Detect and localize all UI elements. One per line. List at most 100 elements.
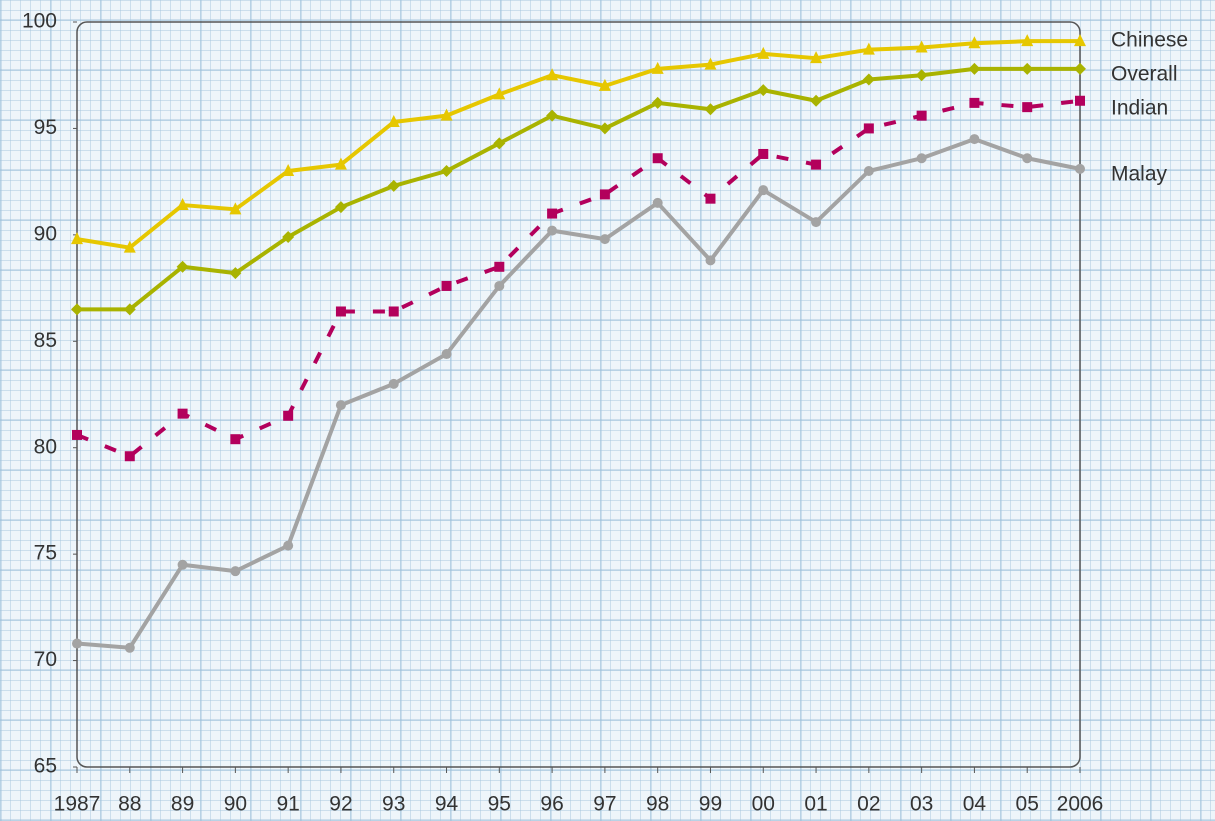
x-tick-label: 05 xyxy=(1016,793,1039,816)
marker xyxy=(388,306,399,317)
marker xyxy=(230,566,241,577)
marker xyxy=(177,408,188,419)
legend-label: Overall xyxy=(1111,63,1178,86)
marker xyxy=(915,69,928,82)
marker xyxy=(387,179,400,192)
x-tick-label: 98 xyxy=(646,793,669,816)
marker xyxy=(757,46,770,59)
marker xyxy=(547,208,558,219)
marker xyxy=(124,642,135,653)
marker xyxy=(440,165,453,177)
marker xyxy=(282,230,295,243)
marker xyxy=(546,109,559,122)
y-tick-label: 85 xyxy=(34,329,57,352)
marker xyxy=(969,134,980,145)
marker xyxy=(651,61,664,74)
marker xyxy=(705,193,716,204)
x-tick-label: 02 xyxy=(857,793,880,816)
marker xyxy=(652,153,663,164)
marker xyxy=(334,201,347,214)
x-tick-label: 2006 xyxy=(1057,793,1104,816)
y-tick-label: 90 xyxy=(34,222,57,245)
marker xyxy=(335,400,346,411)
marker xyxy=(916,153,927,164)
legend-label: Chinese xyxy=(1111,29,1188,52)
marker xyxy=(440,108,453,121)
marker xyxy=(757,84,770,97)
y-tick-label: 65 xyxy=(34,755,57,778)
marker xyxy=(229,267,242,280)
marker xyxy=(863,123,874,134)
marker xyxy=(547,225,558,236)
y-tick-label: 95 xyxy=(34,116,57,139)
marker xyxy=(862,42,875,55)
marker xyxy=(1075,95,1085,106)
series-line xyxy=(76,39,1080,250)
marker xyxy=(177,559,188,570)
marker xyxy=(599,234,610,245)
marker xyxy=(230,434,241,445)
marker xyxy=(599,189,610,200)
y-tick-label: 100 xyxy=(22,10,57,33)
marker xyxy=(493,137,506,150)
marker xyxy=(71,303,83,316)
marker xyxy=(811,159,822,170)
x-tick-label: 99 xyxy=(699,793,722,816)
legend-label: Indian xyxy=(1111,97,1168,120)
marker xyxy=(123,240,136,253)
marker xyxy=(334,157,347,170)
x-tick-label: 96 xyxy=(540,793,563,816)
marker xyxy=(598,122,611,135)
x-tick-label: 01 xyxy=(804,793,827,816)
marker xyxy=(1021,34,1034,47)
marker xyxy=(1074,34,1086,47)
marker xyxy=(176,260,189,273)
x-tick-label: 00 xyxy=(752,793,775,816)
x-tick-label: 03 xyxy=(910,793,933,816)
marker xyxy=(810,51,823,64)
marker xyxy=(811,217,822,228)
x-tick-label: 94 xyxy=(435,793,459,816)
marker xyxy=(758,185,769,196)
marker xyxy=(1021,62,1034,75)
marker xyxy=(652,197,663,208)
marker xyxy=(72,638,82,649)
marker xyxy=(124,451,135,462)
series-line xyxy=(76,137,1081,650)
y-tick-label: 80 xyxy=(34,435,57,458)
marker xyxy=(229,202,242,215)
marker xyxy=(283,410,294,421)
marker xyxy=(72,429,82,440)
marker xyxy=(704,103,717,116)
x-tick-label: 04 xyxy=(963,793,987,816)
marker xyxy=(1074,62,1086,75)
marker xyxy=(493,87,506,100)
x-tick-label: 1987 xyxy=(54,793,101,816)
marker xyxy=(969,97,980,108)
marker xyxy=(598,78,611,91)
marker xyxy=(810,94,823,107)
marker xyxy=(335,306,346,317)
x-tick-label: 95 xyxy=(488,793,511,816)
x-tick-label: 91 xyxy=(276,793,299,816)
x-tick-label: 90 xyxy=(224,793,247,816)
marker xyxy=(441,349,452,360)
marker xyxy=(968,36,981,49)
marker xyxy=(705,255,716,266)
marker xyxy=(758,148,769,159)
marker xyxy=(387,115,400,128)
marker xyxy=(546,68,559,81)
marker xyxy=(916,110,927,121)
marker xyxy=(388,378,399,389)
marker xyxy=(282,164,295,176)
y-tick-label: 70 xyxy=(34,648,57,671)
marker xyxy=(441,280,452,291)
marker xyxy=(704,57,717,70)
plot-frame xyxy=(76,21,1081,768)
marker xyxy=(123,303,136,316)
marker xyxy=(915,40,928,53)
legend-label: Malay xyxy=(1111,162,1168,185)
marker xyxy=(651,96,664,109)
x-tick-label: 88 xyxy=(118,793,141,816)
